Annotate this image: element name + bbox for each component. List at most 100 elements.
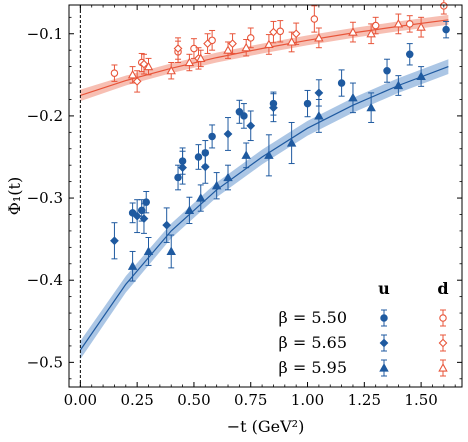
data-point-d-5-50 xyxy=(310,15,319,23)
data-point-u-5-95 xyxy=(286,138,297,147)
x-tick-label: 1.00 xyxy=(291,391,324,409)
data-point-u-5-50 xyxy=(137,206,146,215)
data-point-d-5-95 xyxy=(286,37,297,46)
legend-marker-d xyxy=(439,314,447,322)
legend-marker-d xyxy=(438,363,448,372)
x-axis-label: −t (GeV²) xyxy=(227,417,305,436)
x-tick-label: 1.25 xyxy=(348,391,381,409)
legend-label: β = 5.95 xyxy=(279,358,347,377)
data-point-u-5-95 xyxy=(314,110,324,120)
data-point-u-5-50 xyxy=(383,66,391,75)
data-point-u-5-50 xyxy=(208,132,216,141)
data-point-u-5-65 xyxy=(110,236,119,246)
data-point-d-5-95 xyxy=(314,32,324,42)
data-point-d-5-65 xyxy=(203,39,212,48)
plot-frame xyxy=(68,4,463,388)
data-point-d-5-50 xyxy=(246,34,255,42)
legend: u d β = 5.50 β = 5.65 β = 5.95 xyxy=(279,279,449,377)
data-point-u-5-95 xyxy=(393,80,404,90)
legend-label: β = 5.65 xyxy=(279,333,347,352)
data-point-d-5-65 xyxy=(291,29,301,39)
legend-header-d: d xyxy=(437,279,448,298)
data-point-u-5-65 xyxy=(139,214,149,223)
data-point-u-5-95 xyxy=(127,261,138,270)
data-point-u-5-50 xyxy=(235,108,244,116)
x-tick-label: 0.50 xyxy=(177,391,210,409)
y-tick-label: −0.2 xyxy=(27,107,63,125)
data-point-u-5-65 xyxy=(269,103,278,113)
data-point-d-5-95 xyxy=(366,28,376,38)
data-point-u-5-95 xyxy=(166,246,176,256)
data-point-u-5-65 xyxy=(246,121,256,131)
data-point-u-5-95 xyxy=(416,71,426,81)
data-point-u-5-95 xyxy=(241,150,251,159)
y-tick-label: −0.1 xyxy=(27,25,63,43)
data-point-d-5-95 xyxy=(264,39,274,49)
data-point-d-5-95 xyxy=(348,27,358,36)
data-point-d-5-50 xyxy=(208,36,216,45)
data-point-d-5-50 xyxy=(110,69,119,77)
legend-marker-u xyxy=(379,363,389,372)
data-point-u-5-95 xyxy=(264,150,274,159)
data-point-u-5-50 xyxy=(194,153,203,161)
x-axis-ticks: 0.00 0.25 0.50 0.75 1.00 1.25 1.50 xyxy=(64,5,456,409)
data-point-u-5-95 xyxy=(196,193,206,202)
legend-header-u: u xyxy=(378,279,390,298)
data-point-d-5-95 xyxy=(393,18,404,28)
data-point-u-5-65 xyxy=(200,162,210,172)
data-point-u-5-50 xyxy=(337,79,346,87)
data-point-d-5-65 xyxy=(228,39,237,48)
legend-label: β = 5.50 xyxy=(279,308,347,327)
fit-line-u xyxy=(79,66,449,351)
data-point-u-5-65 xyxy=(178,163,187,173)
data-point-u-5-65 xyxy=(162,220,172,230)
fit-band-d xyxy=(80,14,449,102)
data-point-u-5-50 xyxy=(442,25,450,34)
data-point-u-5-95 xyxy=(366,102,376,112)
y-tick-label: −0.3 xyxy=(27,189,63,207)
data-point-u-5-95 xyxy=(223,172,233,182)
fit-line-d xyxy=(80,19,449,96)
data-point-d-5-65 xyxy=(269,27,278,37)
x-tick-label: 0.75 xyxy=(234,391,267,409)
data-point-u-5-65 xyxy=(223,129,233,139)
legend-marker-d xyxy=(438,338,448,348)
y-axis-label: Φ₁(t) xyxy=(5,177,24,215)
data-point-u-5-95 xyxy=(211,180,222,190)
data-point-u-5-65 xyxy=(132,211,142,221)
data-point-u-5-50 xyxy=(128,209,137,217)
data-point-d-5-95 xyxy=(223,45,233,54)
fit-band-u xyxy=(80,59,449,360)
data-point-u-5-50 xyxy=(406,50,414,59)
x-tick-label: 0.00 xyxy=(64,391,97,409)
data-point-d-5-95 xyxy=(127,69,138,79)
y-tick-label: −0.5 xyxy=(27,353,63,371)
x-tick-label: 1.50 xyxy=(404,391,437,409)
data-point-d-5-50 xyxy=(371,21,380,30)
x-tick-label: 0.25 xyxy=(120,391,153,409)
data-point-d-5-65 xyxy=(139,59,149,69)
data-points xyxy=(110,0,450,282)
legend-marker-u xyxy=(380,314,388,322)
data-point-u-5-95 xyxy=(143,246,154,256)
data-point-u-5-50 xyxy=(303,99,312,108)
data-point-d-5-65 xyxy=(173,44,183,53)
data-point-d-5-50 xyxy=(190,44,198,53)
data-point-d-5-95 xyxy=(166,65,176,75)
data-point-d-5-50 xyxy=(406,20,414,28)
data-point-d-5-95 xyxy=(416,22,426,31)
data-point-d-5-95 xyxy=(241,42,251,52)
y-tick-label: −0.4 xyxy=(27,271,63,289)
data-point-u-5-50 xyxy=(240,112,248,120)
data-point-u-5-95 xyxy=(184,205,195,214)
data-point-d-5-95 xyxy=(184,57,195,67)
fit-bands xyxy=(79,14,449,360)
data-point-u-5-50 xyxy=(174,173,182,182)
legend-marker-u xyxy=(379,338,389,348)
data-point-u-5-95 xyxy=(348,92,358,102)
y-axis-ticks: −0.5 −0.4 −0.3 −0.2 −0.1 xyxy=(27,16,462,380)
data-point-d-5-95 xyxy=(196,53,206,62)
data-point-d-5-95 xyxy=(143,61,154,71)
data-point-d-5-50 xyxy=(276,27,285,36)
